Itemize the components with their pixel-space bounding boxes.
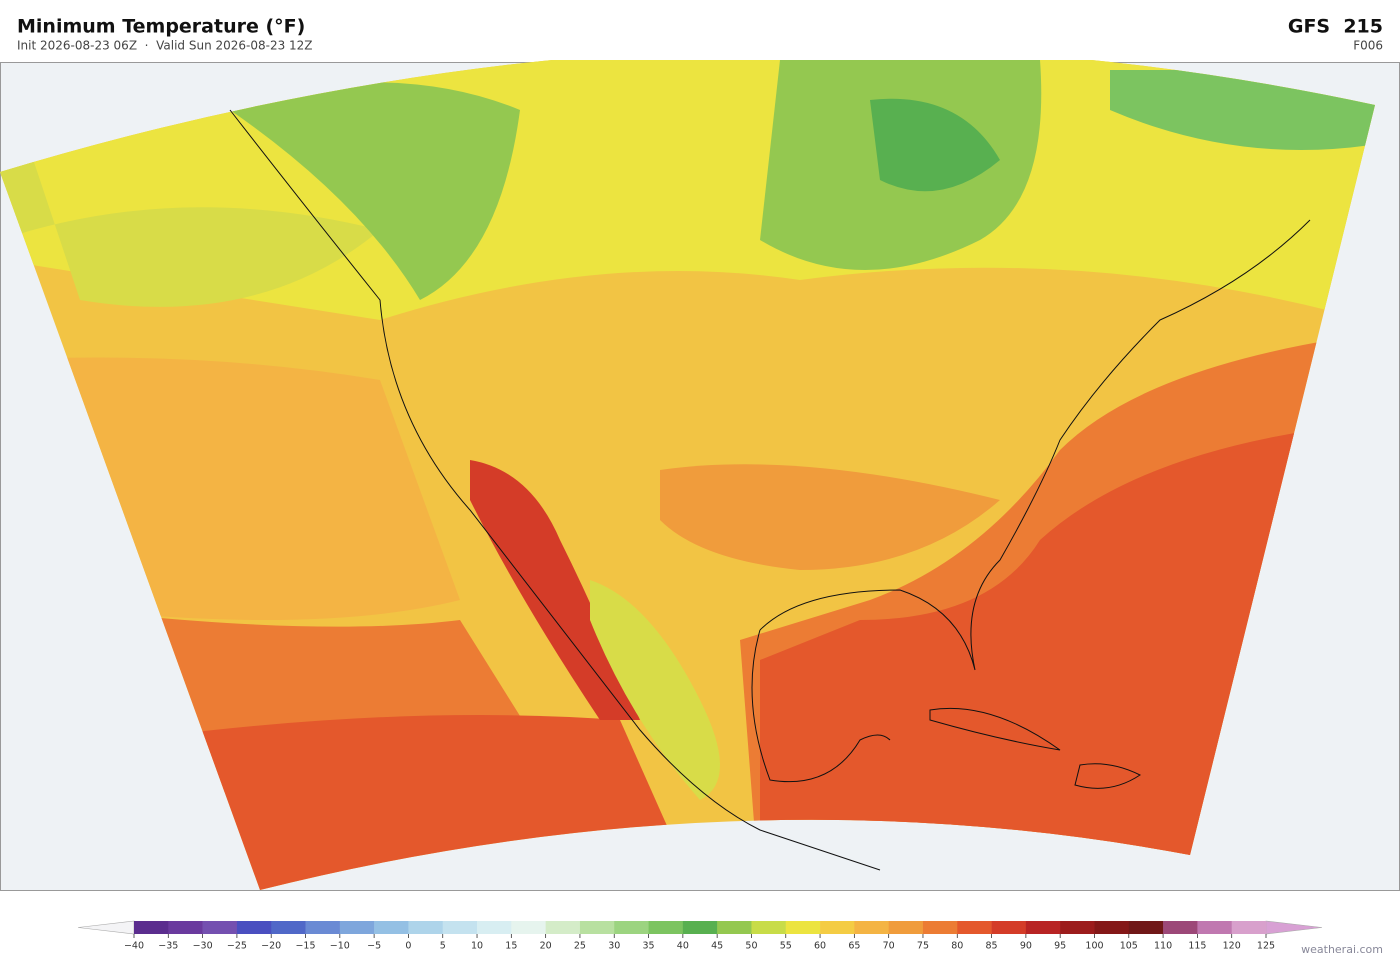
colorbar-tick-label: 5	[440, 941, 446, 952]
field-green-nw	[230, 82, 520, 300]
colorbar-bin	[682, 921, 718, 934]
colorbar-tick-label: 70	[883, 941, 895, 952]
field-mexico-plateau	[590, 580, 720, 800]
colorbar-bin	[134, 921, 169, 934]
colorbar-tick-label: 35	[642, 941, 654, 952]
colorbar-bin	[854, 921, 889, 934]
colorbar-bin	[1163, 921, 1198, 934]
colorbar-bin	[1025, 921, 1061, 934]
west-coast	[229, 109, 881, 871]
colorbar-bin	[339, 921, 375, 934]
colorbar-bin	[1094, 921, 1130, 934]
colorbar-tick-label: 105	[1120, 941, 1138, 952]
watermark: weatherai.com	[1301, 943, 1383, 956]
colorbar-bin	[408, 921, 444, 934]
colorbar-tick-label: −15	[295, 941, 315, 952]
colorbar-bin	[1128, 921, 1164, 934]
gulf-coast	[751, 629, 891, 783]
colorbar-bin	[271, 921, 306, 934]
colorbar-tick-label: 40	[677, 941, 689, 952]
colorbar-over	[1265, 920, 1323, 935]
field-yellow-green	[0, 60, 380, 307]
colorbar-bin	[751, 921, 787, 934]
colorbar-bin	[236, 921, 272, 934]
colorbar-tick-label: 45	[711, 941, 723, 952]
colorbar-tick-label: 125	[1257, 941, 1275, 952]
colorbar-tick-label: 50	[745, 941, 757, 952]
colorbar-tick-label: 10	[471, 941, 483, 952]
colorbar-tick-label: 0	[405, 941, 411, 952]
colorbar-tick-label: 15	[505, 941, 517, 952]
colorbar-bin	[1197, 921, 1232, 934]
colorbar-bin	[374, 921, 409, 934]
colorbar-tick-label: 55	[780, 941, 792, 952]
colorbar-bin	[168, 921, 203, 934]
colorbar-bin	[820, 921, 855, 934]
colorbar: −40 −35 −30 −25 −20 −15 −10 −5 0 5 10 15 20 25 30 35 40 4…	[77, 920, 1323, 952]
colorbar-bin	[717, 921, 752, 934]
east-coast	[759, 219, 1311, 671]
colorbar-bin	[614, 921, 649, 934]
colorbar-under	[77, 920, 135, 935]
colorbar-tick-label: 80	[951, 941, 963, 952]
colorbar-tick-label: 75	[917, 941, 929, 952]
colorbar-tick-label: −20	[261, 941, 281, 952]
colorbar-tick-label: 115	[1188, 941, 1206, 952]
colorbar-tick-label: 90	[1020, 941, 1032, 952]
colorbar-bin	[1060, 921, 1095, 934]
colorbar-bin	[922, 921, 958, 934]
colorbar-tick-label: −40	[124, 941, 144, 952]
colorbar-tick-label: 110	[1154, 941, 1172, 952]
field-south-orange	[660, 464, 1000, 570]
colorbar-tick-label: 60	[814, 941, 826, 952]
colorbar-tick-label: 20	[540, 941, 552, 952]
colorbar-bin	[785, 921, 821, 934]
field-green-dark	[870, 98, 1000, 192]
forecast-hour: F006	[1353, 39, 1383, 53]
colorbar-tick-label: 85	[986, 941, 998, 952]
colorbar-bin	[991, 921, 1027, 934]
colorbar-tick-label: 100	[1085, 941, 1103, 952]
subtitle: Init 2026-08-23 06Z · Valid Sun 2026-08-…	[17, 39, 313, 53]
colorbar-tick-label: 120	[1223, 941, 1241, 952]
colorbar-bin	[477, 921, 512, 934]
map	[0, 60, 1400, 891]
cuba	[929, 707, 1061, 751]
colorbar-bin	[648, 921, 684, 934]
colorbar-bin	[1231, 921, 1267, 934]
colorbar-bin	[511, 921, 546, 934]
colorbar-tick-label: 30	[608, 941, 620, 952]
field-southwest-hot	[470, 460, 640, 720]
hispaniola	[1074, 763, 1141, 789]
colorbar-bin	[202, 921, 238, 934]
colorbar-tick-label: −10	[330, 941, 350, 952]
colorbar-bin	[579, 921, 615, 934]
colorbar-tick-label: −35	[158, 941, 178, 952]
colorbar-bin	[545, 921, 581, 934]
colorbar-tick-label: 95	[1054, 941, 1066, 952]
model-label: GFS 215	[1288, 16, 1383, 38]
colorbar-tick-label: −30	[193, 941, 213, 952]
colorbar-tick-label: 65	[848, 941, 860, 952]
colorbar-bin	[305, 921, 341, 934]
colorbar-tick-label: −25	[227, 941, 247, 952]
colorbar-tick-label: −5	[367, 941, 381, 952]
title: Minimum Temperature (°F)	[17, 16, 305, 38]
coastlines	[229, 109, 1311, 871]
colorbar-tick-label: 25	[574, 941, 586, 952]
colorbar-bin	[957, 921, 992, 934]
colorbar-bin	[888, 921, 924, 934]
colorbar-bin	[442, 921, 478, 934]
